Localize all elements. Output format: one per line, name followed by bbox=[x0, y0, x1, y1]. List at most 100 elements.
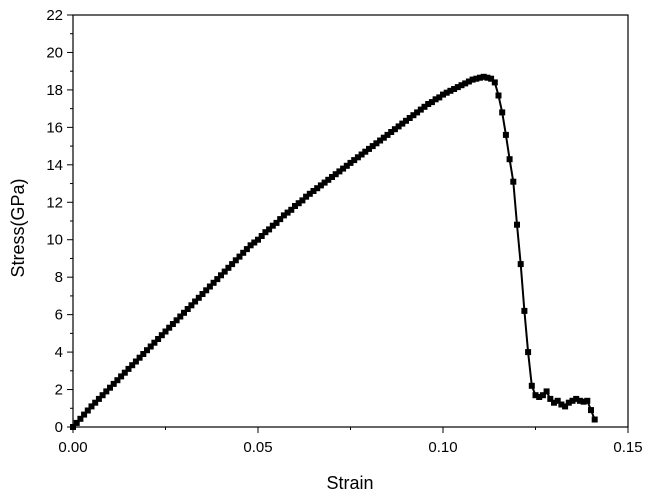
data-point bbox=[236, 253, 243, 260]
data-point bbox=[528, 382, 535, 389]
data-point bbox=[380, 134, 387, 141]
data-point bbox=[395, 123, 402, 130]
data-point bbox=[502, 131, 509, 138]
data-point bbox=[210, 279, 217, 286]
data-point bbox=[266, 226, 273, 233]
data-point bbox=[373, 140, 380, 147]
data-point bbox=[354, 154, 361, 161]
data-point bbox=[243, 246, 250, 253]
data-point bbox=[576, 397, 583, 404]
data-point bbox=[336, 168, 343, 175]
data-point bbox=[166, 324, 173, 331]
data-point bbox=[218, 272, 224, 279]
data-point bbox=[181, 309, 187, 316]
data-point bbox=[288, 206, 295, 213]
data-point bbox=[184, 306, 191, 312]
data-point bbox=[73, 419, 80, 426]
data-point bbox=[295, 200, 302, 207]
data-point bbox=[188, 302, 195, 309]
data-point bbox=[229, 261, 236, 268]
data-point bbox=[547, 395, 554, 402]
data-point bbox=[514, 221, 520, 228]
data-point bbox=[432, 96, 439, 103]
y-tick-label: 10 bbox=[46, 232, 63, 249]
data-point bbox=[358, 151, 365, 158]
data-point bbox=[551, 399, 557, 406]
y-tick-label: 20 bbox=[46, 44, 63, 61]
data-point bbox=[591, 416, 598, 423]
data-point bbox=[132, 358, 139, 365]
data-point bbox=[495, 92, 502, 99]
data-point bbox=[225, 264, 232, 271]
data-point bbox=[425, 101, 432, 107]
data-point bbox=[251, 239, 258, 246]
data-point bbox=[273, 219, 280, 226]
data-point bbox=[280, 212, 287, 219]
data-point bbox=[403, 117, 409, 124]
data-point bbox=[488, 75, 495, 82]
data-point bbox=[92, 399, 99, 406]
data-point bbox=[155, 336, 162, 342]
data-point bbox=[221, 268, 228, 275]
y-axis-title: Stress(GPa) bbox=[8, 178, 28, 277]
data-point bbox=[258, 233, 265, 239]
y-tick-label: 0 bbox=[55, 419, 63, 436]
data-point bbox=[255, 236, 261, 243]
y-tick-label: 16 bbox=[46, 119, 63, 136]
y-tick-label: 18 bbox=[46, 82, 63, 99]
data-point bbox=[114, 377, 121, 384]
data-point bbox=[88, 403, 95, 410]
data-point bbox=[484, 74, 491, 81]
data-point bbox=[144, 347, 150, 354]
data-point bbox=[199, 291, 206, 297]
x-axis-title: Strain bbox=[326, 473, 373, 493]
data-point bbox=[462, 80, 469, 87]
data-point bbox=[458, 82, 465, 89]
y-tick-label: 8 bbox=[55, 269, 63, 286]
data-point bbox=[121, 369, 128, 376]
y-tick-label: 22 bbox=[46, 7, 63, 24]
data-point bbox=[125, 365, 132, 372]
data-point bbox=[369, 143, 376, 150]
y-axis: 0 2 4 6 8 10 12 14 16 18 20 22 bbox=[46, 7, 73, 436]
data-point bbox=[110, 380, 117, 387]
data-point bbox=[388, 129, 395, 135]
data-point bbox=[95, 395, 102, 402]
y-tick-label: 12 bbox=[46, 194, 63, 211]
data-point bbox=[314, 185, 321, 192]
data-point bbox=[391, 126, 398, 133]
data-point bbox=[377, 137, 384, 144]
data-point bbox=[347, 159, 354, 166]
y-tick-label: 6 bbox=[55, 307, 63, 324]
data-point bbox=[162, 328, 169, 335]
data-point bbox=[473, 75, 480, 82]
data-point bbox=[417, 106, 424, 113]
data-point bbox=[232, 257, 239, 264]
data-point bbox=[573, 395, 580, 402]
data-point bbox=[240, 249, 247, 256]
data-point bbox=[562, 403, 569, 410]
data-point bbox=[158, 332, 165, 339]
data-point bbox=[428, 99, 435, 106]
data-point bbox=[351, 157, 358, 164]
x-tick-label: 0.15 bbox=[613, 439, 642, 456]
data-point bbox=[451, 86, 458, 92]
data-point bbox=[269, 222, 276, 229]
data-point bbox=[543, 388, 550, 395]
y-tick-label: 4 bbox=[55, 344, 63, 361]
data-point bbox=[192, 298, 199, 305]
data-point bbox=[532, 392, 539, 399]
data-point bbox=[329, 174, 335, 180]
data-point bbox=[421, 103, 428, 110]
data-point bbox=[70, 424, 76, 430]
data-point bbox=[140, 351, 147, 357]
data-point bbox=[147, 343, 154, 350]
data-point bbox=[177, 313, 184, 320]
data-point bbox=[521, 307, 528, 314]
data-point bbox=[384, 131, 391, 138]
data-point bbox=[565, 399, 572, 406]
data-point bbox=[173, 317, 180, 324]
data-point bbox=[203, 287, 210, 294]
data-point bbox=[477, 74, 483, 81]
